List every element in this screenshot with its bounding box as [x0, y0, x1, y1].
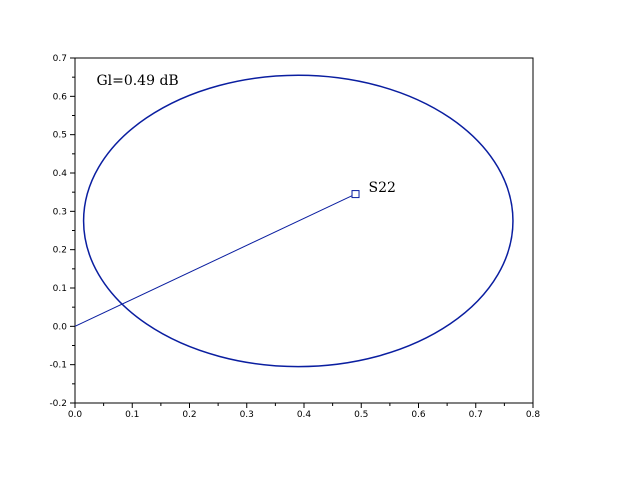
x-axis: 0.0 0.1 0.2 0.3 0.4 0.5 0.6 0.7 0.8: [68, 403, 541, 420]
s22-point-label: S22: [369, 180, 396, 196]
y-tick-label: 0.1: [53, 284, 67, 294]
gain-annotation: Gl=0.49 dB: [96, 73, 178, 89]
x-tick-label: 0.4: [297, 410, 312, 420]
x-tick-label: 0.1: [125, 410, 139, 420]
s22-point-marker: [351, 190, 360, 199]
y-tick-label: 0.6: [53, 92, 68, 102]
y-tick-label: -0.1: [49, 361, 67, 371]
plot-frame: [74, 57, 534, 404]
x-tick-label: 0.2: [182, 410, 196, 420]
x-tick-label: 0.0: [68, 410, 83, 420]
y-tick-label: 0.7: [53, 54, 67, 64]
y-tick-label: 0.4: [53, 169, 68, 179]
x-tick-label: 0.3: [240, 410, 254, 420]
x-tick-label: 0.7: [469, 410, 483, 420]
reflection-vector-line: [74, 193, 356, 327]
x-tick-label: 0.8: [526, 410, 541, 420]
y-tick-label: 0.3: [53, 207, 67, 217]
x-tick-label: 0.6: [411, 410, 426, 420]
y-tick-label: 0.2: [53, 246, 67, 256]
y-tick-label: 0.5: [53, 131, 67, 141]
x-tick-label: 0.5: [354, 410, 368, 420]
y-axis: -0.2 -0.1 0.0 0.1 0.2 0.3 0.4 0.5 0.6 0.7: [49, 54, 75, 409]
y-tick-label: -0.2: [49, 399, 67, 409]
y-tick-label: 0.0: [53, 322, 68, 332]
gain-circle: [82, 74, 514, 368]
